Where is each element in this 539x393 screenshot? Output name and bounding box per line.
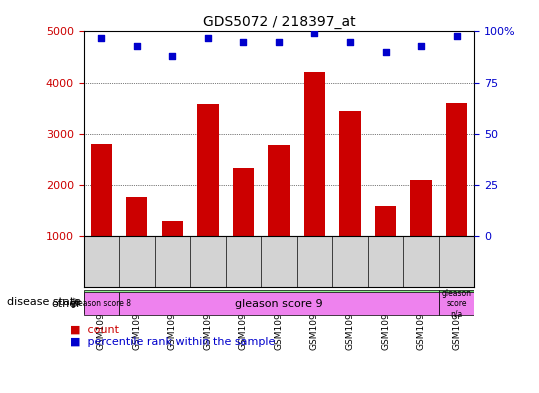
- Text: ■  count: ■ count: [70, 325, 119, 335]
- Text: contro
l: contro l: [443, 292, 470, 311]
- Bar: [340, 110, 361, 236]
- Point: [239, 39, 248, 45]
- Point: [168, 53, 177, 59]
- Text: gleason score 9: gleason score 9: [235, 299, 323, 309]
- Point: [275, 39, 284, 45]
- Bar: [233, 168, 254, 236]
- Bar: [119, 292, 439, 315]
- Bar: [268, 145, 289, 236]
- Point: [204, 35, 212, 41]
- Point: [381, 49, 390, 55]
- Text: disease state: disease state: [6, 297, 81, 307]
- Point: [97, 35, 106, 41]
- Bar: [91, 144, 112, 236]
- Bar: [446, 103, 467, 236]
- Bar: [410, 180, 432, 236]
- Point: [310, 30, 319, 37]
- Text: prostate cancer: prostate cancer: [217, 297, 305, 307]
- Bar: [162, 222, 183, 236]
- Bar: [126, 197, 148, 236]
- Text: gleason
score
n/a: gleason score n/a: [441, 289, 472, 318]
- Bar: [439, 292, 474, 315]
- Bar: [375, 206, 396, 236]
- Bar: [197, 104, 218, 236]
- Point: [417, 42, 425, 49]
- Text: gleason score 8: gleason score 8: [71, 299, 132, 308]
- Title: GDS5072 / 218397_at: GDS5072 / 218397_at: [203, 15, 355, 29]
- Bar: [304, 72, 325, 236]
- Point: [452, 32, 461, 39]
- Bar: [439, 290, 474, 313]
- Bar: [84, 236, 474, 287]
- Text: other: other: [51, 299, 81, 309]
- Point: [345, 39, 354, 45]
- Text: ■  percentile rank within the sample: ■ percentile rank within the sample: [70, 337, 275, 347]
- Bar: [84, 292, 119, 315]
- Point: [133, 42, 141, 49]
